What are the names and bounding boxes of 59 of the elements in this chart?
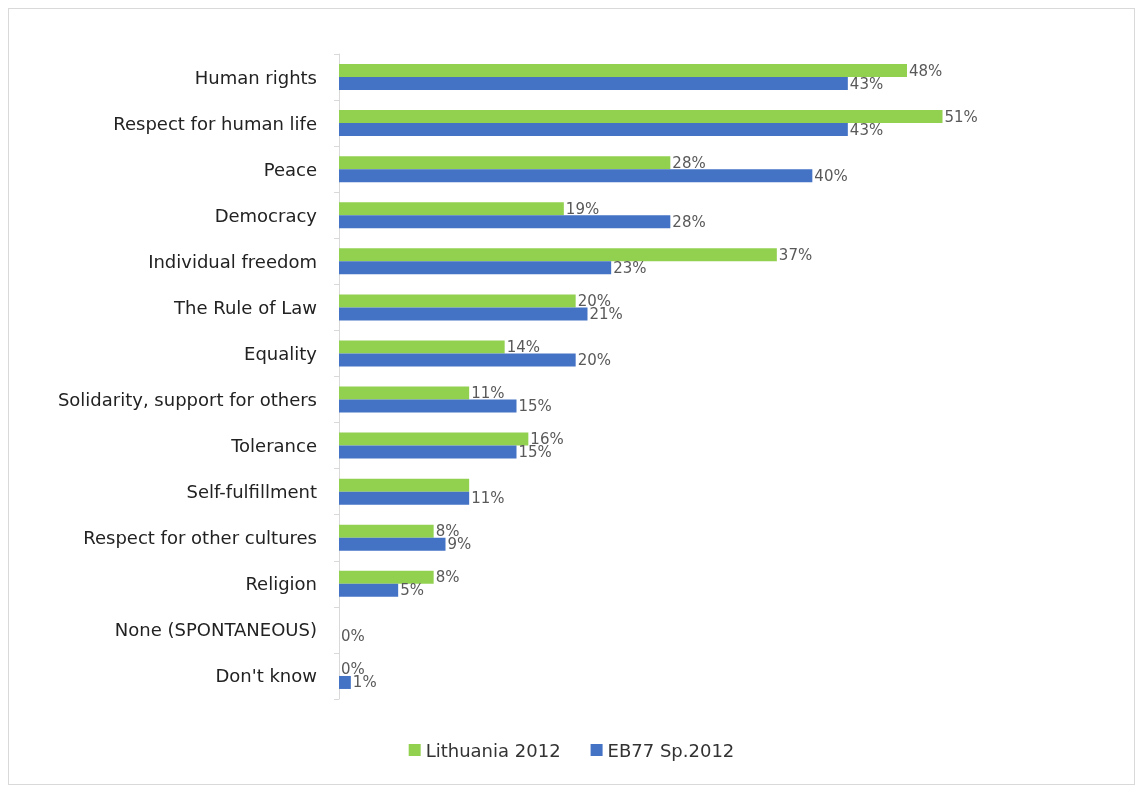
- bar: [339, 491, 470, 505]
- bar: [339, 570, 434, 584]
- bar: [339, 77, 848, 91]
- data-label: 28%: [672, 153, 706, 172]
- bar: [339, 537, 446, 551]
- data-label: 43%: [849, 120, 884, 139]
- data-label: 5%: [400, 581, 424, 600]
- y-tick-label: The Rule of Law: [173, 296, 317, 318]
- bar: [339, 675, 351, 689]
- data-label: 37%: [778, 245, 813, 264]
- bar: [339, 340, 505, 354]
- y-tick-label: Democracy: [214, 204, 318, 226]
- data-label: 8%: [435, 568, 460, 587]
- y-tick-label: Respect for human life: [113, 112, 317, 134]
- legend-label: EB77 Sp.2012: [607, 739, 735, 761]
- data-label: 23%: [613, 258, 647, 277]
- bar: [339, 202, 564, 216]
- data-label: 0%: [341, 627, 365, 646]
- data-label: 51%: [944, 107, 978, 126]
- bar: [339, 353, 576, 367]
- bar: [339, 169, 813, 183]
- bar: [339, 583, 399, 597]
- data-label: 40%: [814, 166, 848, 185]
- y-tick-label: Solidarity, support for others: [57, 389, 317, 411]
- y-tick-label: Tolerance: [230, 435, 317, 457]
- y-tick-label: Equality: [244, 342, 318, 364]
- bar: [339, 478, 470, 492]
- bar: [339, 156, 671, 170]
- y-tick-label: Human rights: [194, 66, 317, 88]
- bar: [339, 399, 517, 413]
- data-label: 11%: [471, 489, 505, 508]
- data-label: 20%: [577, 350, 612, 369]
- data-label: 19%: [565, 199, 600, 218]
- data-label: 14%: [506, 337, 541, 356]
- data-label: 11%: [471, 384, 505, 403]
- y-tick-label: Peace: [263, 158, 317, 180]
- bar: [339, 386, 470, 400]
- bar: [339, 248, 777, 262]
- y-tick-label: None (SPONTANEOUS): [114, 619, 317, 641]
- bar: [339, 307, 588, 321]
- data-label: 15%: [518, 397, 552, 416]
- bar: [339, 432, 529, 446]
- y-tick-label: Religion: [245, 573, 317, 595]
- y-tick-label: Individual freedom: [148, 250, 317, 272]
- legend-label: Lithuania 2012: [425, 739, 561, 761]
- data-label: 28%: [672, 212, 706, 231]
- bar: [339, 64, 907, 78]
- y-tick-label: Don't know: [215, 665, 317, 687]
- data-label: 48%: [909, 61, 943, 80]
- bar: [339, 294, 576, 308]
- y-tick-label: Self-fulfillment: [186, 481, 317, 503]
- bar: [339, 123, 848, 137]
- data-label: 43%: [849, 74, 884, 93]
- bar: [339, 110, 943, 124]
- bar: [339, 524, 434, 538]
- bar: [339, 261, 612, 275]
- y-tick-label: Respect for other cultures: [83, 527, 317, 549]
- bar: [339, 215, 671, 229]
- bar: [339, 445, 517, 459]
